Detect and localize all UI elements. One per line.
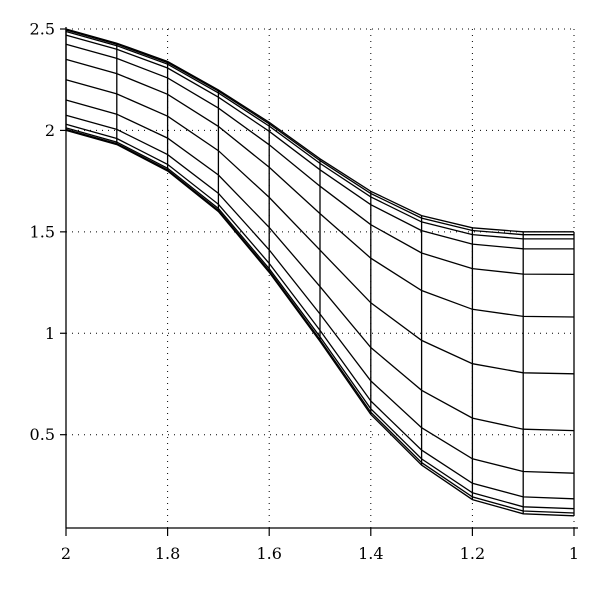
- mesh-curve: [65, 28, 574, 233]
- y-tick-label: 2: [45, 121, 55, 140]
- mesh-curve: [65, 129, 575, 517]
- x-tick-label: 1.4: [358, 544, 383, 563]
- y-tick-label: 1: [45, 324, 55, 343]
- x-tick-label: 1.2: [460, 544, 485, 563]
- y-tick-label: 2.5: [30, 20, 55, 39]
- ticks: [60, 28, 575, 536]
- x-tick-label: 1.8: [155, 544, 180, 563]
- x-tick-label: 1.6: [256, 544, 281, 563]
- mesh-plot: [65, 28, 575, 517]
- y-tick-label: 1.5: [30, 222, 55, 241]
- x-tick-label: 2: [61, 544, 71, 563]
- y-tick-label: 0.5: [30, 425, 55, 444]
- axes: [65, 27, 578, 529]
- tick-labels: 2 1.8 1.6 1.4 1.2 1 0.5 1 1.5 2 2.5: [30, 20, 580, 564]
- x-tick-label: 1: [569, 544, 579, 563]
